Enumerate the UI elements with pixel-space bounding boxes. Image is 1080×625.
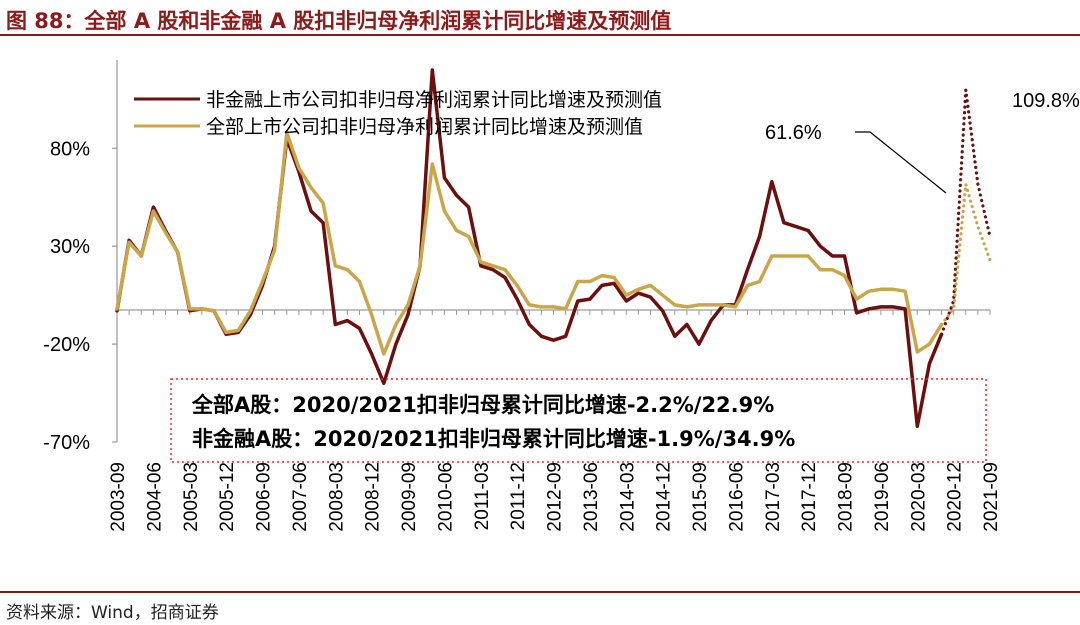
summary-box-border xyxy=(170,378,987,463)
series-line-1 xyxy=(115,130,944,356)
line-chart: -70% -20% 30% 80% 2003-09 2004-06 2005-03 2005-… xyxy=(43,60,1080,532)
x-tick-label: 2017-12 xyxy=(799,462,820,532)
x-tick-label: 2021-09 xyxy=(981,462,1002,532)
x-tick-label: 2006-09 xyxy=(254,462,275,532)
x-tick-label: 2019-06 xyxy=(872,462,893,532)
x-tick-label: 2005-03 xyxy=(181,462,202,532)
annotation-61-6: 61.6% xyxy=(765,122,822,144)
x-tick-label: 2015-09 xyxy=(690,462,711,532)
summary-line-all: 全部A股：2020/2021扣非归母累计同比增速-2.2%/22.9% xyxy=(191,393,774,417)
legend: 非金融上市公司扣非归母净利润累计同比增速及预测值 全部上市公司扣非归母净利润累计… xyxy=(134,89,662,138)
legend-label-nonfin: 非金融上市公司扣非归母净利润累计同比增速及预测值 xyxy=(206,89,662,111)
x-tick-label: 2018-09 xyxy=(836,462,857,532)
top-rule xyxy=(0,34,1080,36)
x-tick-label: 2012-09 xyxy=(545,462,566,532)
summary-box: 全部A股：2020/2021扣非归母累计同比增速-2.2%/22.9% 非金融A… xyxy=(170,378,987,463)
y-tick-label: -20% xyxy=(43,334,90,356)
series-lines xyxy=(115,68,992,429)
x-tick-label: 2009-09 xyxy=(399,462,420,532)
y-tick-label: 30% xyxy=(50,236,90,258)
x-tick-label: 2011-12 xyxy=(508,462,529,530)
summary-line-nonfin: 非金融A股：2020/2021扣非归母累计同比增速-1.9%/34.9% xyxy=(192,427,795,451)
x-tick-label: 2020-03 xyxy=(908,462,929,532)
x-tick-label: 2004-06 xyxy=(144,462,165,532)
y-tick-label: -70% xyxy=(43,432,90,454)
x-tick-label: 2003-09 xyxy=(108,462,129,532)
source-note: 资料来源：Wind，招商证券 xyxy=(6,603,219,623)
x-tick-label: 2007-06 xyxy=(290,462,311,532)
axes: -70% -20% 30% 80% 2003-09 2004-06 2005-03 2005-… xyxy=(43,60,1002,532)
x-tick-label: 2020-12 xyxy=(945,462,966,532)
annotation-109-8: 109.8% xyxy=(1012,90,1080,112)
x-tick-label: 2011-03 xyxy=(472,462,493,530)
x-tick-label: 2016-06 xyxy=(726,462,747,532)
bottom-rule xyxy=(0,591,1080,593)
x-tick-label: 2017-03 xyxy=(763,462,784,532)
annotations: 109.8% 61.6% xyxy=(765,90,1080,194)
x-tick-label: 2010-06 xyxy=(435,462,456,532)
x-tick-label: 2014-12 xyxy=(654,462,675,532)
y-tick-label: 80% xyxy=(50,138,90,160)
x-tick-label: 2005-12 xyxy=(217,462,238,532)
annotation-leader-line xyxy=(855,131,947,194)
legend-label-all: 全部上市公司扣非归母净利润累计同比增速及预测值 xyxy=(206,116,643,138)
figure-title: 图 88：全部 A 股和非金融 A 股扣非归母净利润累计同比增速及预测值 xyxy=(6,9,672,33)
x-tick-label: 2013-06 xyxy=(581,462,602,532)
forecast-line-2 xyxy=(939,88,992,336)
x-tick-label: 2008-12 xyxy=(363,462,384,532)
x-tick-label: 2014-03 xyxy=(617,462,638,532)
x-tick-label: 2008-03 xyxy=(326,462,347,532)
forecast-line-3 xyxy=(939,182,992,327)
